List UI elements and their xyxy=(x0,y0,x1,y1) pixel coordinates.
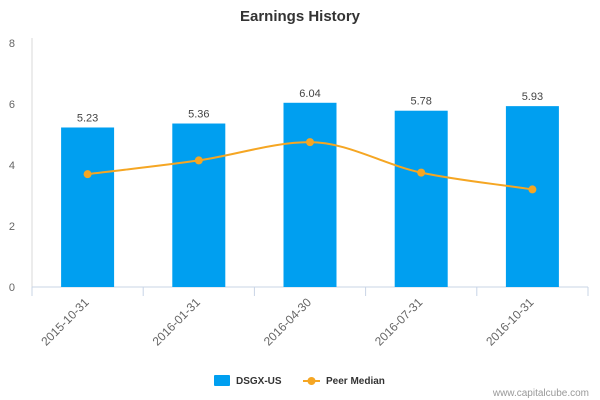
peer-median-point xyxy=(528,185,537,194)
peer-median-series xyxy=(83,138,537,194)
peer-median-point xyxy=(194,156,203,165)
y-tick-label: 4 xyxy=(9,160,15,172)
bar-data-label: 5.93 xyxy=(522,91,543,103)
source-credit[interactable]: www.capitalcube.com xyxy=(492,388,589,399)
bar xyxy=(61,127,115,287)
bar-series xyxy=(61,102,559,288)
bar xyxy=(283,102,337,287)
bar xyxy=(505,106,559,287)
bar xyxy=(394,110,448,288)
x-tick-label: 2016-10-31 xyxy=(483,295,537,349)
legend-swatch-marker xyxy=(307,377,316,385)
chart-title: Earnings History xyxy=(240,8,361,25)
y-tick-label: 0 xyxy=(9,282,15,294)
bar-data-label: 5.78 xyxy=(410,96,431,108)
bar xyxy=(172,123,226,288)
legend-label-line: Peer Median xyxy=(326,376,385,387)
x-axis: 2015-10-31 2016-01-31 2016-04-30 2016-07-31… xyxy=(31,286,589,349)
peer-median-point xyxy=(417,168,426,177)
bar-data-labels: 5.23 5.36 6.04 5.78 5.93 xyxy=(77,88,543,125)
y-axis: 0 2 4 6 8 xyxy=(9,38,33,294)
x-tick-label: 2016-01-31 xyxy=(150,295,204,349)
bar-data-label: 5.23 xyxy=(77,112,98,124)
y-tick-label: 8 xyxy=(9,38,15,50)
legend-item-bars[interactable]: DSGX-US xyxy=(214,375,282,387)
legend[interactable]: DSGX-US Peer Median xyxy=(214,375,385,387)
peer-median-point xyxy=(83,170,92,179)
legend-item-line[interactable]: Peer Median xyxy=(303,376,385,387)
x-tick-label: 2015-10-31 xyxy=(38,295,92,349)
x-tick-label: 2016-04-30 xyxy=(261,295,315,349)
legend-label-bars: DSGX-US xyxy=(236,376,282,387)
y-tick-label: 2 xyxy=(9,221,15,233)
bar-data-label: 5.36 xyxy=(188,109,209,121)
peer-median-point xyxy=(306,138,314,147)
x-tick-label: 2016-07-31 xyxy=(372,295,426,349)
y-tick-label: 6 xyxy=(9,99,15,111)
bar-data-label: 6.04 xyxy=(299,88,320,100)
legend-swatch-bars xyxy=(214,375,230,386)
